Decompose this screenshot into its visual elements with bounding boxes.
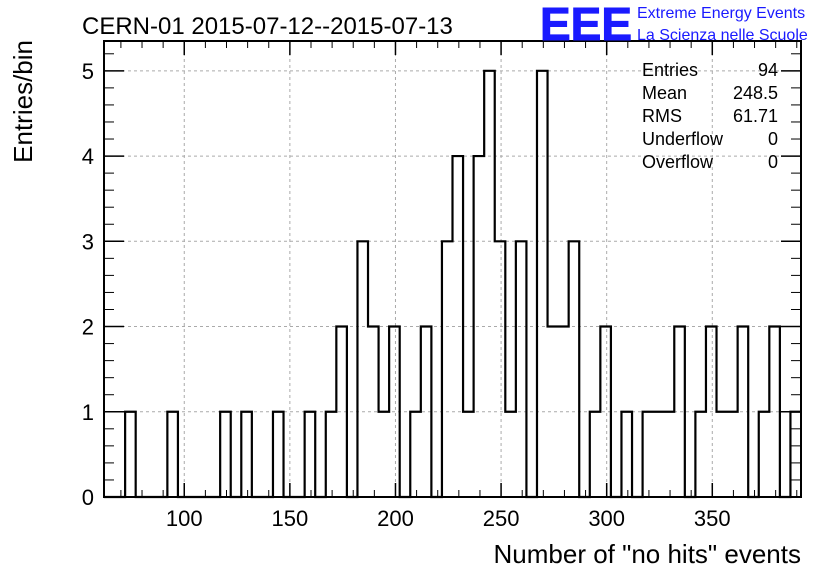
eee-logo-line2: La Scienza nelle Scuole	[637, 27, 808, 44]
histogram-bin	[125, 412, 136, 497]
x-axis-label: Number of "no hits" events	[494, 539, 802, 569]
x-tick-label: 200	[377, 506, 414, 531]
y-tick-label: 3	[82, 229, 94, 254]
stats-value: 61.71	[733, 106, 778, 126]
histogram-bin	[273, 412, 284, 497]
stats-value: 0	[768, 129, 778, 149]
histogram-bin	[495, 241, 506, 497]
histogram-bin	[167, 412, 178, 497]
tick-labels: 100 150 200 250 300 350 0 1 2 3 4 5	[82, 59, 731, 531]
chart-title: CERN-01 2015-07-12--2015-07-13	[82, 13, 453, 40]
histogram-bin	[664, 412, 675, 497]
stats-value: 94	[758, 60, 778, 80]
plot-frame	[103, 40, 802, 498]
histogram-bin	[727, 412, 738, 497]
eee-logo: EEE Extreme Energy Events La Scienza nel…	[540, 0, 808, 51]
histogram-bin	[590, 412, 601, 497]
histogram-bin	[759, 412, 770, 497]
stats-label: RMS	[642, 106, 682, 126]
histogram-bin	[357, 241, 368, 497]
stats-label: Entries	[642, 60, 698, 80]
histogram-bin	[326, 412, 337, 497]
stats-label: Underflow	[642, 129, 724, 149]
x-tick-label: 150	[272, 506, 309, 531]
eee-logo-line1: Extreme Energy Events	[637, 5, 805, 22]
histogram-bin	[220, 412, 231, 497]
axis-ticks	[104, 41, 801, 498]
stats-value: 248.5	[733, 83, 778, 103]
histogram-bin	[241, 412, 252, 497]
x-tick-label: 250	[483, 506, 520, 531]
histogram-bin	[505, 412, 516, 497]
y-tick-label: 2	[82, 315, 94, 340]
histogram-bin	[621, 412, 632, 497]
histogram-bin	[484, 71, 495, 497]
histogram-bin	[305, 412, 316, 497]
histogram-bin	[463, 412, 474, 497]
histogram-bin	[516, 241, 527, 497]
stats-value: 0	[768, 152, 778, 172]
histogram-bin	[790, 412, 801, 497]
histogram-bin	[653, 412, 664, 497]
histogram-bin	[695, 412, 706, 497]
histogram-bin	[537, 71, 548, 497]
histogram-bin	[643, 412, 654, 497]
y-tick-label: 1	[82, 400, 94, 425]
stats-label: Overflow	[642, 152, 714, 172]
histogram-bin	[410, 412, 421, 497]
x-tick-label: 350	[694, 506, 731, 531]
eee-logo-mark: EEE	[540, 0, 632, 50]
histogram-bin	[442, 241, 453, 497]
stats-label: Mean	[642, 83, 687, 103]
histogram-bin	[569, 241, 580, 497]
histogram-bin	[379, 412, 390, 497]
x-tick-label: 300	[588, 506, 625, 531]
x-tick-label: 100	[166, 506, 203, 531]
histogram-bin	[717, 412, 728, 497]
y-tick-label: 4	[82, 144, 94, 169]
y-tick-label: 5	[82, 59, 94, 84]
y-tick-label: 0	[82, 485, 94, 510]
y-axis-label: Entries/bin	[8, 40, 38, 163]
stats-box: Entries 94 Mean 248.5 RMS 61.71 Underflow 0 Over…	[642, 60, 778, 172]
